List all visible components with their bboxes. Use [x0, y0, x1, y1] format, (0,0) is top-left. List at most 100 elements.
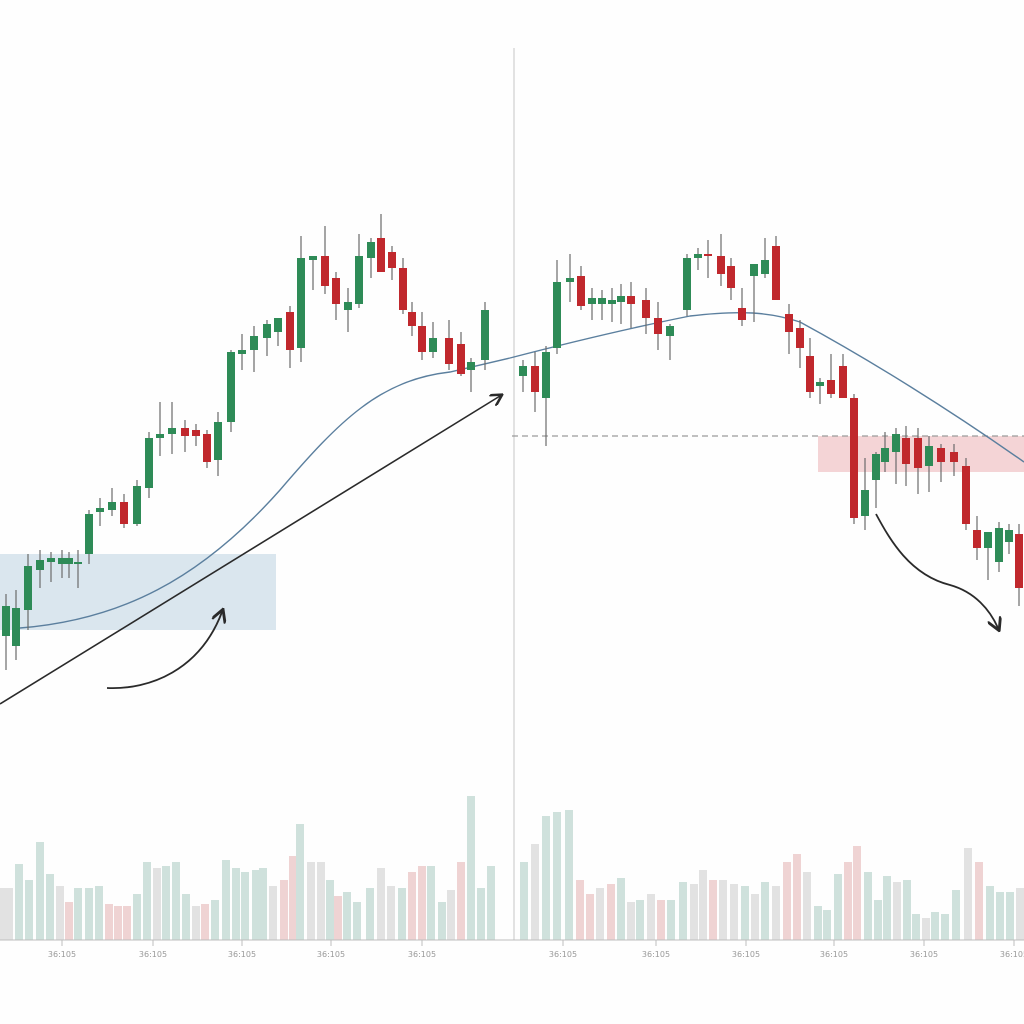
candle-body — [203, 434, 211, 462]
candle-body — [727, 266, 735, 288]
candle-body — [937, 448, 945, 462]
bear-candle — [408, 302, 416, 336]
volume-bar — [211, 900, 219, 940]
volume-bar — [477, 888, 485, 940]
candle-body — [553, 282, 561, 348]
candle-body — [750, 264, 758, 276]
volume-bar — [398, 888, 406, 940]
bear-candle — [457, 332, 465, 376]
volume-bar — [252, 870, 260, 940]
volume-bar — [931, 912, 939, 940]
volume-bar — [296, 824, 304, 940]
volume-bar — [36, 842, 44, 940]
bear-candle — [806, 338, 814, 398]
volume-bar — [447, 890, 455, 940]
bear-candle — [418, 312, 426, 360]
bull-candle — [750, 264, 758, 322]
volume-bar — [941, 914, 949, 940]
volume-bar — [636, 900, 644, 940]
ma-left-segment — [19, 357, 511, 629]
price-zones — [0, 436, 1024, 630]
bear-candle — [738, 288, 746, 326]
candle-body — [445, 338, 453, 364]
volume-bar — [153, 868, 161, 940]
bull-candle — [683, 254, 691, 316]
bear-candle — [772, 236, 780, 300]
bull-candle — [861, 458, 869, 530]
bear-candle — [531, 352, 539, 412]
bear-candle — [399, 258, 407, 314]
candle-body — [181, 428, 189, 436]
volume-bar — [162, 866, 170, 940]
candle-body — [120, 502, 128, 524]
bull-candle — [12, 590, 20, 660]
volume-bar — [343, 892, 351, 940]
candle-body — [577, 276, 585, 306]
bull-candle — [984, 532, 992, 580]
candle-body — [892, 434, 900, 452]
volume-bar — [883, 876, 891, 940]
candle-body — [761, 260, 769, 274]
candle-body — [263, 324, 271, 338]
candle-body — [839, 366, 847, 398]
volume-bar — [986, 886, 994, 940]
bear-candle — [642, 288, 650, 334]
bull-candle — [58, 550, 66, 578]
volume-bar — [903, 880, 911, 940]
volume-bar — [427, 866, 435, 940]
volume-bar — [377, 868, 385, 940]
volume-bar — [25, 880, 33, 940]
bear-candle — [962, 458, 970, 530]
curved-arrow-down — [875, 513, 998, 628]
bear-candle — [203, 430, 211, 468]
volume-bar — [586, 894, 594, 940]
volume-bar — [975, 862, 983, 940]
bull-candle — [133, 480, 141, 526]
volume-bar — [105, 904, 113, 940]
bull-candle — [566, 254, 574, 302]
candle-body — [168, 428, 176, 434]
bear-candle — [914, 428, 922, 494]
bear-candle — [577, 266, 585, 310]
candle-body — [377, 238, 385, 272]
volume-bar — [793, 854, 801, 940]
volume-bar — [326, 880, 334, 940]
candle-body — [861, 490, 869, 516]
volume-bar — [232, 868, 240, 940]
x-axis-tick-label: 36:105 — [48, 950, 76, 959]
bull-candle — [429, 322, 437, 358]
bear-candle — [377, 214, 385, 272]
x-axis: 36:105 36:105 36:105 36:105 36:105 36:105 36:1… — [0, 939, 1024, 959]
volume-bar — [46, 874, 54, 940]
volume-bar — [617, 878, 625, 940]
x-axis-tick-label: 36:105 — [820, 950, 848, 959]
volume-bar — [719, 880, 727, 940]
candle-body — [65, 558, 73, 564]
bull-candle — [156, 402, 164, 456]
candle-body — [806, 356, 814, 392]
volume-bar — [657, 900, 665, 940]
bear-candle — [902, 426, 910, 486]
volume-bar — [814, 906, 822, 940]
bull-candle — [617, 284, 625, 324]
volume-bar — [741, 886, 749, 940]
candle-body — [984, 532, 992, 548]
candle-body — [399, 268, 407, 310]
candle-body — [914, 438, 922, 468]
volume-bar — [699, 870, 707, 940]
volume-bar — [520, 862, 528, 940]
moving-average-line — [19, 311, 1024, 629]
x-axis-tick-label: 36:105 — [549, 950, 577, 959]
candle-body — [321, 256, 329, 286]
candle-body — [850, 398, 858, 518]
candle-body — [881, 448, 889, 462]
x-axis-tick-label: 36:105 — [228, 950, 256, 959]
volume-bar — [730, 884, 738, 940]
volume-bar — [627, 902, 635, 940]
candle-body — [950, 452, 958, 462]
volume-bar — [667, 900, 675, 940]
volume-bars — [0, 796, 1024, 940]
volume-bar — [418, 866, 426, 940]
volume-bar — [996, 892, 1004, 940]
bear-candle — [321, 226, 329, 294]
